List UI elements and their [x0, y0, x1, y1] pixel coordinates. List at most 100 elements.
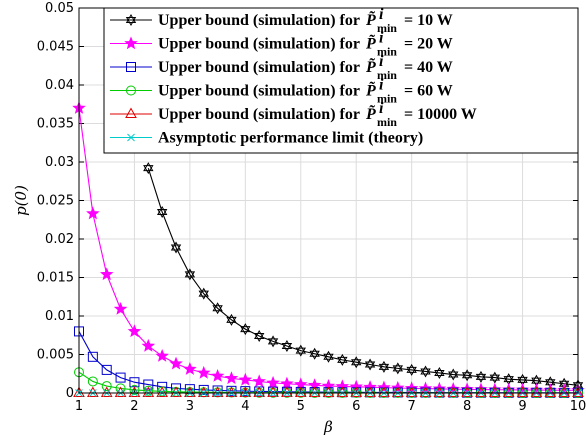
data-point-4	[558, 386, 570, 397]
legend-superscript: i	[379, 53, 384, 70]
data-point-0-down	[461, 372, 473, 382]
data-point-0-up	[434, 366, 445, 376]
data-point-0	[253, 330, 265, 343]
data-point-4	[225, 386, 238, 397]
data-point-4	[142, 386, 155, 397]
data-point-4	[364, 386, 376, 397]
data-point-2	[101, 364, 112, 375]
data-point-0-down	[184, 271, 196, 281]
legend-value: = 10000 W	[404, 106, 477, 123]
data-point-0-up	[226, 313, 237, 323]
data-point-0-up	[212, 302, 223, 312]
data-point-0-down	[143, 165, 154, 175]
data-point-0-down	[226, 316, 237, 326]
data-point-0-up	[475, 370, 487, 380]
data-point-0	[226, 313, 237, 326]
data-point-0-up	[240, 323, 251, 333]
data-point-2	[115, 372, 126, 383]
data-point-0-down	[351, 359, 362, 369]
data-point-0-down	[281, 343, 293, 353]
data-point-0	[212, 302, 223, 315]
data-point-4	[572, 386, 584, 397]
data-point-4	[267, 386, 279, 397]
data-point-4	[211, 386, 224, 397]
legend-label: Upper bound (simulation) for	[158, 59, 360, 76]
data-point-4	[488, 386, 501, 397]
data-point-1	[252, 374, 266, 388]
data-point-0-down	[434, 369, 445, 379]
data-point-0	[364, 358, 376, 371]
data-point-0	[434, 366, 445, 379]
y-tick-label: 0.015	[37, 271, 74, 286]
legend-marker	[124, 36, 138, 50]
legend-superscript: i	[379, 30, 384, 47]
data-point-4	[294, 386, 307, 397]
x-tick-label: 3	[186, 399, 194, 414]
data-point-0-down	[309, 350, 320, 360]
data-point-0	[198, 287, 209, 300]
legend-label: Upper bound (simulation) for	[158, 12, 360, 29]
data-point-0-down	[531, 377, 542, 387]
legend-marker-down	[125, 17, 137, 27]
data-point-0	[337, 353, 348, 366]
data-point-0	[309, 347, 320, 360]
data-point-0-down	[392, 365, 404, 375]
data-point-0-up	[198, 287, 209, 297]
data-point-1	[210, 368, 225, 382]
x-axis-label: β	[323, 418, 333, 436]
data-point-0	[351, 356, 362, 369]
data-point-4	[419, 386, 432, 397]
data-point-0	[378, 360, 390, 373]
data-point-1	[349, 379, 363, 393]
legend-subscript: min	[377, 115, 397, 129]
data-point-1	[155, 348, 169, 362]
data-point-0-down	[198, 290, 209, 300]
data-point-0-down	[295, 347, 306, 357]
data-point-1	[266, 375, 280, 389]
data-point-1	[238, 372, 253, 386]
y-tick-label: 0.005	[37, 348, 74, 363]
data-point-0-down	[337, 356, 348, 366]
data-point-1	[321, 378, 336, 392]
y-tick-label: 0.05	[45, 1, 74, 16]
legend-symbol: P̃	[365, 34, 376, 53]
y-tick-label: 0.04	[45, 78, 74, 93]
data-point-0	[420, 365, 431, 378]
y-tick-label: 0	[66, 386, 74, 401]
data-point-0-up	[253, 330, 265, 340]
x-tick-label: 2	[130, 399, 138, 414]
data-point-0-up	[309, 347, 320, 357]
data-point-0-down	[240, 326, 251, 336]
data-point-4	[73, 386, 85, 397]
data-point-0	[475, 370, 487, 383]
data-point-0-up	[351, 356, 362, 366]
data-point-0-up	[517, 373, 528, 383]
legend-superscript: i	[379, 77, 384, 94]
data-point-0	[170, 241, 182, 254]
y-axis-label: p(0)	[12, 185, 30, 216]
data-point-0	[392, 362, 404, 375]
data-point-1	[127, 324, 142, 338]
legend-value: = 60 W	[404, 83, 453, 100]
series-1	[72, 101, 585, 397]
data-point-0	[448, 368, 459, 381]
data-point-0-down	[448, 371, 459, 381]
y-tick-label: 0.025	[37, 194, 74, 209]
data-point-0-up	[323, 350, 334, 360]
x-tick-label: 1	[75, 399, 83, 414]
data-point-4	[405, 386, 418, 397]
data-point-0-up	[503, 373, 514, 383]
data-point-4	[502, 386, 515, 397]
y-tick-label: 0.035	[37, 117, 74, 132]
legend-entry-5: Asymptotic performance limit (theory)	[110, 130, 423, 147]
x-tick-label: 8	[463, 399, 471, 414]
data-point-3	[101, 381, 112, 392]
data-point-0	[184, 268, 196, 281]
data-point-1	[224, 371, 239, 385]
legend-box	[103, 7, 579, 154]
data-point-4	[336, 386, 349, 397]
data-point-0-down	[545, 379, 556, 389]
